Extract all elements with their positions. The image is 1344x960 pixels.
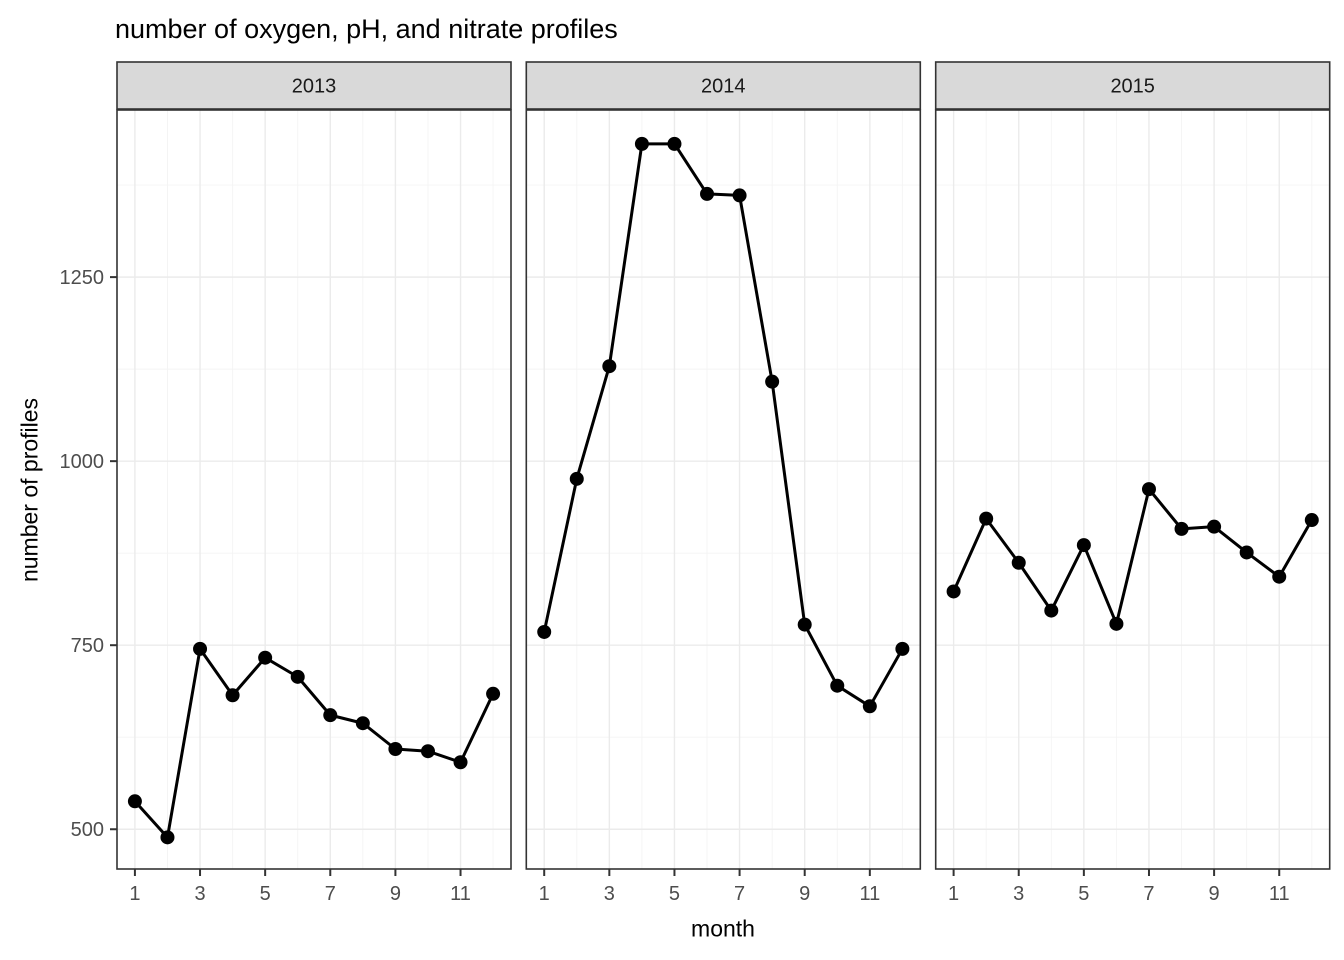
- data-point-2015-m6: [1109, 616, 1124, 631]
- data-point-2014-m8: [765, 374, 780, 389]
- facet-strip-2014: [525, 61, 922, 110]
- panel-background-2013: [117, 110, 511, 869]
- x-tick-label: 9: [799, 883, 810, 905]
- facet-strip-label-2015: 2015: [1110, 76, 1155, 98]
- data-point-2015-m8: [1174, 521, 1189, 536]
- plot-title: number of oxygen, pH, and nitrate profil…: [115, 14, 618, 44]
- x-tick-label: 3: [1013, 883, 1024, 905]
- panel-border-2015: [934, 109, 1331, 870]
- data-point-2014-m7: [732, 188, 747, 203]
- facet-strip-label-2014: 2014: [701, 76, 746, 98]
- data-point-2015-m2: [979, 511, 994, 526]
- data-point-2015-m3: [1011, 555, 1026, 570]
- data-point-2014-m11: [862, 699, 877, 714]
- data-point-2015-m9: [1207, 519, 1222, 534]
- data-point-2014-m2: [569, 471, 584, 486]
- data-point-2014-m5: [667, 136, 682, 151]
- x-tick-label: 7: [325, 883, 336, 905]
- facet-strip-2015: [934, 61, 1331, 110]
- data-point-2013-m11: [453, 755, 468, 770]
- data-point-2014-m3: [602, 359, 617, 374]
- data-point-2013-m3: [193, 641, 208, 656]
- data-point-2014-m10: [830, 678, 845, 693]
- data-point-2015-m11: [1272, 569, 1287, 584]
- x-tick-label: 1: [539, 883, 550, 905]
- x-tick-label: 3: [604, 883, 615, 905]
- x-tick-label: 9: [1209, 883, 1220, 905]
- x-tick-label: 3: [194, 883, 205, 905]
- data-point-2013-m7: [323, 708, 338, 723]
- x-tick-label: 5: [1078, 883, 1089, 905]
- data-point-2013-m2: [160, 830, 175, 845]
- panel-border-2013: [116, 109, 512, 870]
- x-tick-label: 5: [260, 883, 271, 905]
- panel-border-2014: [525, 109, 922, 870]
- data-point-2014-m1: [537, 624, 552, 639]
- x-tick-label: 7: [734, 883, 745, 905]
- x-tick-label: 11: [859, 883, 880, 905]
- data-point-2015-m5: [1076, 538, 1091, 553]
- data-point-2013-m4: [225, 688, 240, 703]
- data-point-2015-m1: [946, 584, 961, 599]
- facet-strip-label-2013: 2013: [292, 76, 337, 98]
- data-point-2013-m8: [355, 716, 370, 731]
- data-point-2013-m6: [290, 669, 305, 684]
- data-point-2015-m10: [1239, 545, 1254, 560]
- x-tick-label: 1: [129, 883, 140, 905]
- y-tick-label: 500: [71, 819, 104, 841]
- data-point-2015-m7: [1141, 482, 1156, 497]
- data-point-2013-m12: [486, 686, 501, 701]
- data-point-2013-m5: [258, 650, 273, 665]
- facet-strip-2013: [116, 61, 512, 110]
- data-point-2013-m10: [420, 744, 435, 759]
- x-tick-label: 5: [669, 883, 680, 905]
- x-tick-label: 11: [1269, 883, 1290, 905]
- x-axis-title: month: [691, 915, 755, 942]
- panel-background-2014: [526, 110, 921, 869]
- data-point-2013-m1: [127, 794, 142, 809]
- x-tick-label: 1: [948, 883, 959, 905]
- x-tick-label: 7: [1143, 883, 1154, 905]
- data-point-2015-m12: [1304, 513, 1319, 528]
- data-point-2014-m9: [797, 617, 812, 632]
- data-point-2013-m9: [388, 742, 403, 757]
- data-point-2014-m4: [634, 136, 649, 151]
- data-point-2015-m4: [1044, 603, 1059, 618]
- x-tick-label: 11: [450, 883, 471, 905]
- data-point-2014-m6: [700, 186, 715, 201]
- y-tick-label: 1250: [60, 267, 105, 289]
- y-tick-label: 1000: [60, 451, 105, 473]
- y-tick-label: 750: [71, 635, 104, 657]
- data-point-2014-m12: [895, 641, 910, 656]
- panel-background-2015: [935, 110, 1330, 869]
- x-tick-label: 9: [390, 883, 401, 905]
